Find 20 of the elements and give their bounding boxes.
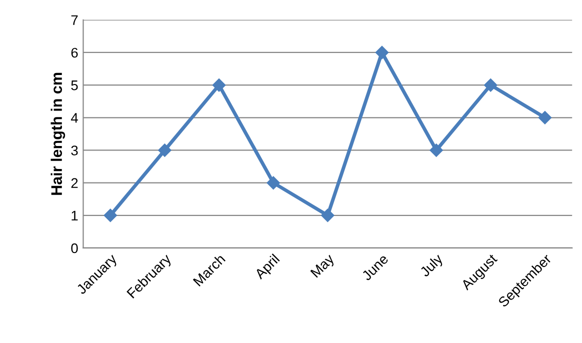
y-tick-label: 6 xyxy=(71,48,78,58)
point xyxy=(266,176,280,190)
point xyxy=(538,111,552,124)
y-axis-title: Hair length in cm xyxy=(50,72,66,195)
point xyxy=(158,144,172,157)
y-tick-label: 4 xyxy=(70,113,78,123)
x-tick-label: July xyxy=(418,252,446,280)
point xyxy=(212,78,226,92)
point xyxy=(321,208,334,222)
point xyxy=(375,46,389,60)
y-tick-label: 3 xyxy=(71,146,78,156)
point xyxy=(104,208,117,222)
y-tick-label: 2 xyxy=(71,178,78,188)
y-tick-label: 5 xyxy=(71,80,78,90)
y-tick-label: 1 xyxy=(72,210,78,220)
y-tick-label: 0 xyxy=(71,243,78,254)
y-tick-label: 7 xyxy=(71,15,78,25)
point xyxy=(484,78,498,92)
point xyxy=(430,144,443,157)
x-tick-label: May xyxy=(310,253,337,280)
